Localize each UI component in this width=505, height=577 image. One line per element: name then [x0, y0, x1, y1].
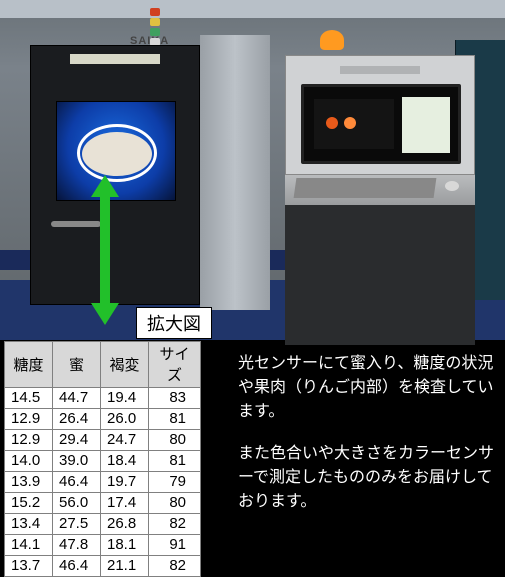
console-base [285, 205, 475, 345]
desc-para-1: 光センサーにて蜜入り、糖度の状況や果肉（りんご内部）を検査しています。 [238, 352, 496, 424]
apple-icon [326, 117, 338, 129]
console-monitor [301, 84, 461, 164]
monitor-side-panel [402, 97, 450, 153]
console-top [285, 55, 475, 175]
table-cell: 13.4 [5, 514, 53, 535]
table-cell: 13.9 [5, 472, 53, 493]
table-row: 12.929.424.780 [5, 430, 201, 451]
table-cell: 26.0 [101, 409, 149, 430]
table-cell: 14.0 [5, 451, 53, 472]
table-row: 13.427.526.882 [5, 514, 201, 535]
table-cell: 46.4 [53, 472, 101, 493]
apple-icon [344, 117, 356, 129]
table-cell: 83 [149, 388, 201, 409]
console-title [340, 66, 420, 74]
table-cell: 39.0 [53, 451, 101, 472]
mouse [445, 181, 459, 191]
equipment-photo: SAIKA [0, 0, 505, 340]
col-brown: 褐変 [101, 342, 149, 388]
zoom-arrow-icon [95, 175, 115, 325]
table-cell: 21.1 [101, 556, 149, 577]
table-cell: 26.4 [53, 409, 101, 430]
table-header-row: 糖度 蜜 褐変 サイズ [5, 342, 201, 388]
table-cell: 13.7 [5, 556, 53, 577]
table-cell: 27.5 [53, 514, 101, 535]
highlight-circle-icon [77, 124, 157, 182]
measurement-table: 糖度 蜜 褐変 サイズ 14.544.719.48312.926.426.081… [4, 341, 201, 577]
table-cell: 56.0 [53, 493, 101, 514]
keyboard [294, 178, 437, 198]
ceiling [0, 0, 505, 18]
table-cell: 80 [149, 430, 201, 451]
table-cell: 14.5 [5, 388, 53, 409]
table-cell: 82 [149, 514, 201, 535]
table-row: 14.147.818.191 [5, 535, 201, 556]
desc-para-2: また色合いや大きさをカラーセンサーで測定したもののみをお届けしております。 [238, 442, 496, 514]
description-text: 光センサーにて蜜入り、糖度の状況や果肉（りんご内部）を検査しています。 また色合… [238, 352, 496, 532]
cabinet-handle [51, 221, 101, 227]
table-cell: 19.4 [101, 388, 149, 409]
table-row: 14.544.719.483 [5, 388, 201, 409]
table-cell: 47.8 [53, 535, 101, 556]
table-cell: 82 [149, 556, 201, 577]
table-row: 13.946.419.779 [5, 472, 201, 493]
table-cell: 15.2 [5, 493, 53, 514]
table-row: 14.039.018.481 [5, 451, 201, 472]
table-cell: 12.9 [5, 409, 53, 430]
table-cell: 19.7 [101, 472, 149, 493]
table-cell: 18.4 [101, 451, 149, 472]
table-row: 12.926.426.081 [5, 409, 201, 430]
stack-light [150, 8, 160, 46]
table-cell: 14.1 [5, 535, 53, 556]
cabinet-label [70, 54, 160, 64]
col-sugar: 糖度 [5, 342, 53, 388]
table-cell: 79 [149, 472, 201, 493]
monitor-ui [314, 99, 394, 149]
table-cell: 26.8 [101, 514, 149, 535]
table-cell: 81 [149, 409, 201, 430]
pillar [200, 35, 270, 310]
table-cell: 81 [149, 451, 201, 472]
table-cell: 46.4 [53, 556, 101, 577]
col-honey: 蜜 [53, 342, 101, 388]
table-cell: 91 [149, 535, 201, 556]
table-cell: 24.7 [101, 430, 149, 451]
enlarge-label: 拡大図 [136, 307, 212, 339]
table-row: 15.256.017.480 [5, 493, 201, 514]
table-cell: 18.1 [101, 535, 149, 556]
table-cell: 80 [149, 493, 201, 514]
table-cell: 29.4 [53, 430, 101, 451]
col-size: サイズ [149, 342, 201, 388]
table-cell: 44.7 [53, 388, 101, 409]
operator-console [285, 55, 475, 330]
table-row: 13.746.421.182 [5, 556, 201, 577]
warning-lamp-icon [320, 30, 344, 50]
table-cell: 12.9 [5, 430, 53, 451]
table-cell: 17.4 [101, 493, 149, 514]
